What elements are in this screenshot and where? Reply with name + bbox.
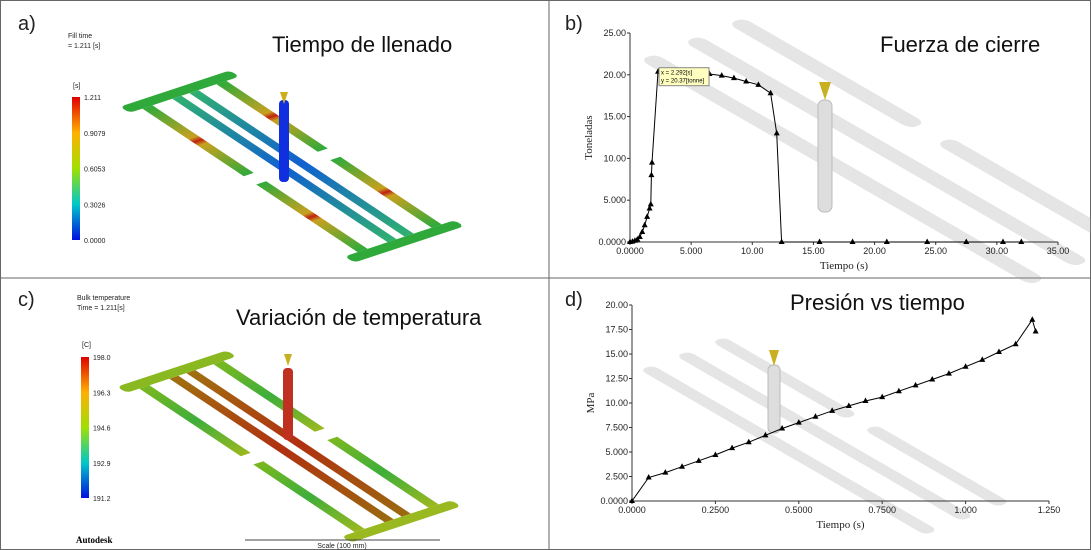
y-tick-label: 12.50 — [605, 374, 628, 384]
y-tick-label: 5.000 — [603, 195, 626, 205]
scale-label: 0.3026 — [84, 202, 106, 209]
sprue — [279, 100, 289, 182]
y-axis-label: Toneladas — [583, 115, 595, 159]
point-marker — [779, 239, 785, 245]
panel-heading: Variación de temperatura — [236, 305, 482, 330]
sprue — [283, 368, 293, 440]
legend-subtitle: = 1.211 [s] — [68, 43, 100, 50]
scale-label: 1.211 — [84, 95, 101, 102]
scale-label: 198.0 — [93, 355, 111, 362]
scale-label: 196.3 — [93, 390, 111, 397]
y-tick-label: 10.00 — [605, 398, 628, 408]
y-tick-label: 0.0000 — [600, 496, 628, 506]
point-marker — [639, 228, 645, 234]
x-tick-label: 5.000 — [680, 246, 703, 256]
point-marker — [1000, 239, 1006, 245]
y-tick-label: 2.500 — [605, 472, 628, 482]
point-marker — [924, 239, 930, 245]
x-tick-label: 10.00 — [741, 246, 764, 256]
scale-label: 191.2 — [93, 496, 111, 503]
x-tick-label: 15.00 — [802, 246, 825, 256]
nozzle — [819, 82, 831, 100]
figure: a) Tiempo de llenado Fill time = 1.211 [… — [0, 0, 1091, 550]
runner — [684, 36, 1089, 267]
x-tick-label: 25.00 — [924, 246, 947, 256]
point-marker — [884, 239, 890, 245]
x-tick-label: 1.000 — [954, 505, 977, 515]
x-axis-label: Tiempo (s) — [820, 260, 869, 272]
panel-letter: b) — [565, 13, 583, 35]
legend-subtitle: Time = 1.211[s] — [77, 305, 125, 312]
y-tick-label: 7.500 — [605, 423, 628, 433]
x-tick-label: 20.00 — [863, 246, 886, 256]
point-marker — [648, 201, 654, 207]
point-marker — [1018, 239, 1024, 245]
y-tick-label: 25.00 — [603, 28, 626, 38]
point-marker — [637, 233, 643, 239]
panel-letter: a) — [18, 13, 36, 35]
scale-label: 192.9 — [93, 461, 111, 468]
scale-label: 0.9079 — [84, 131, 106, 138]
x-tick-label: 30.00 — [986, 246, 1009, 256]
x-tick-label: 1.250 — [1038, 505, 1061, 515]
point-marker — [644, 213, 650, 219]
color-scale — [72, 97, 80, 240]
panel-heading: Tiempo de llenado — [272, 32, 452, 57]
point-marker — [649, 159, 655, 165]
point-marker — [642, 222, 648, 228]
end-cap — [342, 500, 461, 543]
scale-label: 0.6053 — [84, 167, 106, 174]
legend-unit: [C] — [82, 342, 91, 349]
legend-title: Fill time — [68, 33, 92, 40]
x-tick-label: 0.0000 — [618, 505, 646, 515]
frame — [1, 1, 1091, 550]
tooltip-text: x = 2.292[s] — [661, 71, 693, 77]
scale-bar-label: Scale (100 mm) — [317, 543, 366, 550]
model-3d — [120, 70, 464, 262]
runner — [676, 351, 974, 521]
sprue — [818, 100, 832, 212]
y-tick-label: 5.000 — [605, 447, 628, 457]
model-3d-faded — [640, 18, 1091, 285]
panel-letter: d) — [565, 289, 583, 311]
x-tick-label: 35.00 — [1047, 246, 1070, 256]
tooltip-text: y = 20.37[tonne] — [661, 79, 705, 85]
nozzle — [769, 350, 779, 366]
point-marker — [1033, 328, 1039, 334]
nozzle — [284, 354, 292, 366]
point-marker — [1029, 316, 1035, 322]
scale-label: 0.0000 — [84, 238, 106, 245]
legend-unit: [s] — [73, 83, 80, 90]
y-axis-label: MPa — [585, 392, 597, 413]
y-tick-label: 20.00 — [603, 70, 626, 80]
y-tick-label: 17.50 — [605, 325, 628, 335]
panel-heading: Presión vs tiempo — [790, 290, 965, 315]
color-scale — [81, 357, 89, 498]
end-cap — [345, 220, 464, 263]
point-marker — [850, 239, 856, 245]
y-tick-label: 10.00 — [603, 153, 626, 163]
scale-label: 194.6 — [93, 426, 111, 433]
legend-title: Bulk temperature — [77, 295, 130, 302]
point-marker — [817, 239, 823, 245]
x-tick-label: 0.2500 — [702, 505, 730, 515]
panel-heading: Fuerza de cierre — [880, 32, 1040, 57]
panel-letter: c) — [18, 289, 35, 311]
y-tick-label: 15.00 — [605, 349, 628, 359]
sprue — [768, 365, 780, 433]
brand: Autodesk — [76, 535, 113, 545]
x-axis-label: Tiempo (s) — [816, 519, 865, 531]
y-tick-label: 20.00 — [605, 300, 628, 310]
x-tick-label: 0.5000 — [785, 505, 813, 515]
y-tick-label: 15.00 — [603, 112, 626, 122]
x-tick-label: 0.0000 — [616, 246, 644, 256]
y-tick-label: 0.0000 — [598, 237, 626, 247]
point-marker — [648, 172, 654, 178]
runner — [169, 376, 393, 522]
x-tick-label: 0.7500 — [868, 505, 896, 515]
